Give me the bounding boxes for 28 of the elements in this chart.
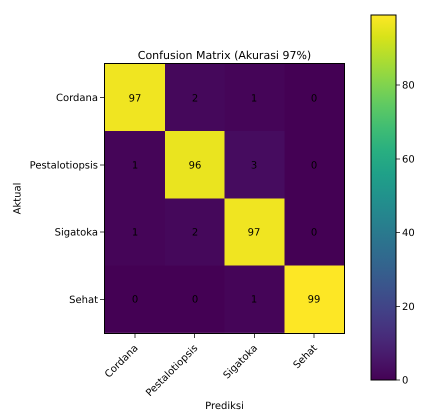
color-bar-label: 60: [402, 154, 415, 166]
x-axis-title: Prediksi: [205, 401, 244, 412]
color-bar-label: 0: [402, 376, 408, 386]
data-label: 3: [250, 160, 258, 172]
y-tick-label: Sigatoka: [54, 228, 98, 239]
data-label: 99: [308, 294, 320, 306]
data-label: 0: [310, 93, 318, 104]
data-label: 0: [132, 294, 138, 306]
data-label: 97: [248, 227, 260, 238]
color-bar-label: 20: [402, 302, 415, 313]
data-label: 1: [250, 294, 258, 306]
data-label: 1: [132, 160, 138, 172]
data-label: 96: [188, 160, 202, 172]
y-tick-label: Sehat: [69, 294, 98, 306]
data-label: 97: [128, 93, 142, 104]
data-label: 2: [192, 93, 198, 104]
y-tick-label: Pestalotiopsis: [30, 160, 98, 172]
data-label: 1: [250, 93, 258, 104]
color-bar-label: 80: [402, 80, 415, 92]
data-label: 2: [192, 227, 198, 238]
data-label: 0: [310, 160, 318, 172]
data-label: 0: [192, 294, 198, 306]
color-bar-label: 40: [402, 228, 415, 240]
y-axis-title: Aktual: [12, 182, 24, 214]
data-label: 0: [310, 227, 318, 238]
chart-title: Confusion Matrix (Akurasi 97%): [138, 48, 312, 62]
data-label: 1: [132, 227, 138, 238]
y-tick-label: Cordana: [56, 93, 98, 104]
